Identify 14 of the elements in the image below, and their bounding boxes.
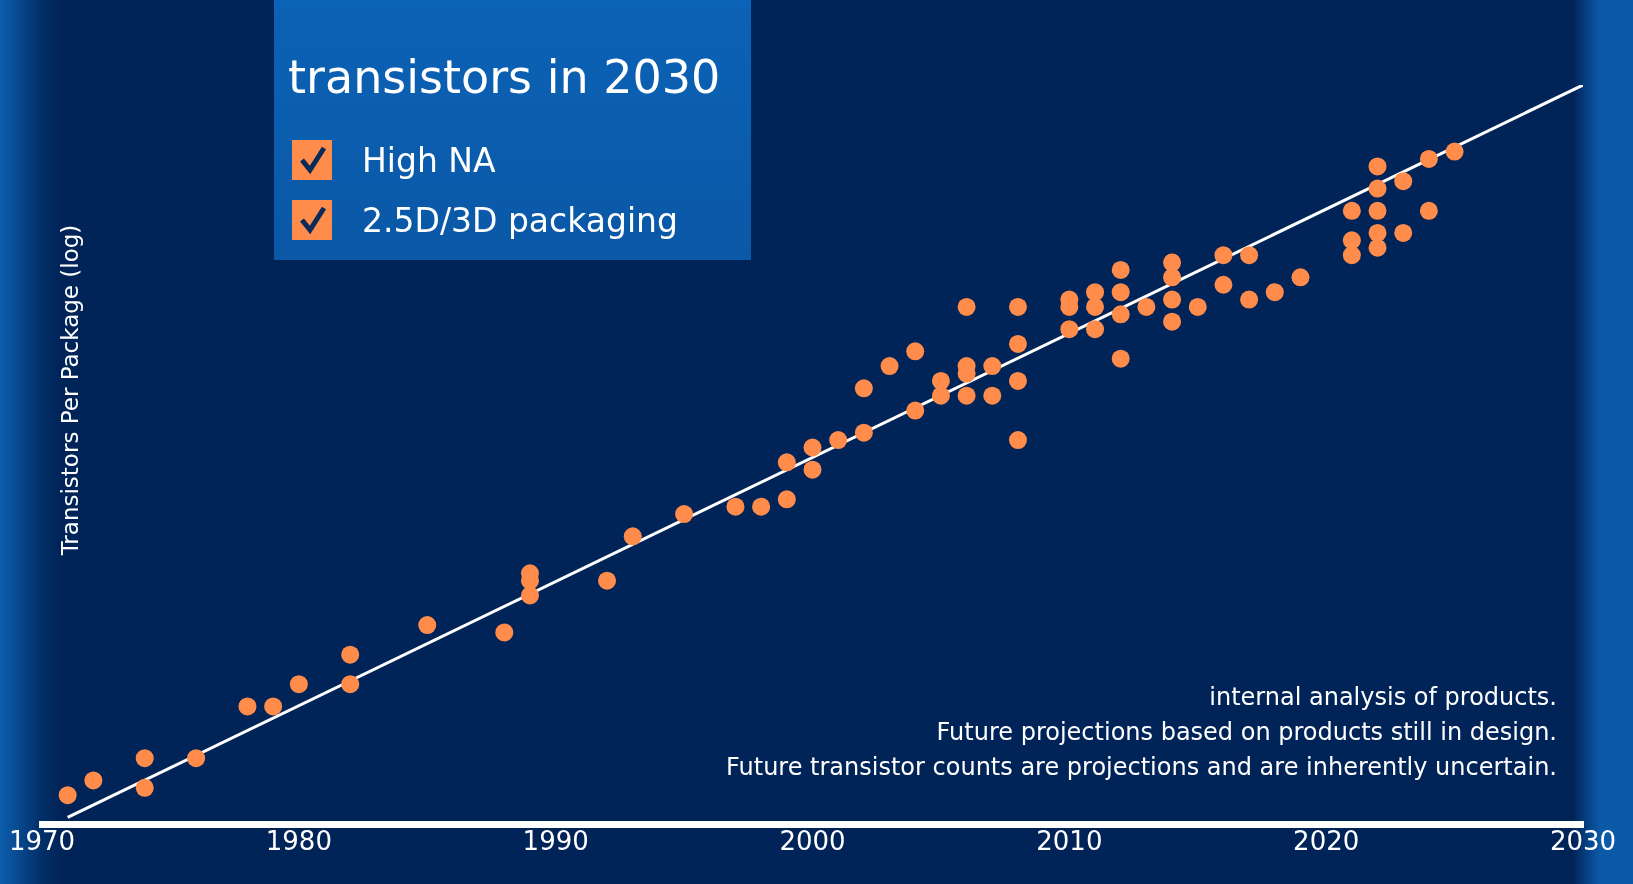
x-tick-label: 2030 (1549, 826, 1617, 857)
x-tick-label: 1980 (265, 826, 332, 857)
chart-title: transistors in 2030 (288, 50, 721, 104)
x-tick-label: 1990 (522, 826, 589, 857)
x-tick-label: 2020 (1293, 826, 1360, 857)
annotation: Future projections based on products still in design. (935, 717, 1557, 748)
annotation: Future transistor counts are projections and are inherently uncertain. (726, 752, 1557, 783)
annotation: internal analysis of products. (1208, 682, 1557, 713)
x-tick-label: 1970 (8, 826, 76, 857)
x-tick-label: 2010 (1036, 826, 1103, 857)
annotation: 2.5D/3D packaging (362, 200, 678, 240)
x-tick-label: 2000 (779, 826, 846, 857)
annotation: High NA (362, 140, 496, 180)
y-axis-title: Transistors Per Package (log) (57, 224, 83, 556)
